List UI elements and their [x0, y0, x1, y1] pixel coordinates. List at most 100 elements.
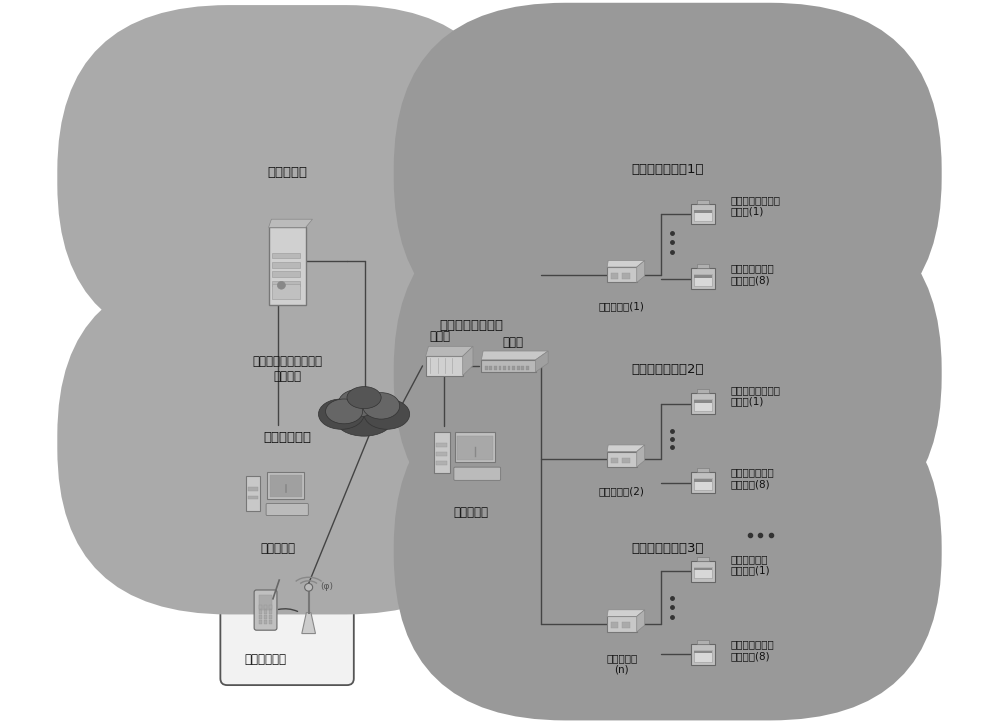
- Text: 蓄电池内阔数据
采集终端(8): 蓄电池内阔数据 采集终端(8): [730, 468, 774, 489]
- Bar: [611, 273, 618, 279]
- FancyBboxPatch shape: [394, 381, 942, 721]
- Bar: [503, 367, 506, 370]
- FancyBboxPatch shape: [557, 349, 779, 384]
- Bar: [489, 367, 492, 370]
- Bar: [694, 400, 712, 403]
- Bar: [436, 443, 447, 448]
- Text: 蓄电池内阔数据
采集终端(8): 蓄电池内阔数据 采集终端(8): [730, 264, 774, 285]
- Circle shape: [277, 282, 285, 290]
- Ellipse shape: [363, 393, 400, 419]
- Bar: [272, 262, 300, 268]
- Bar: [526, 367, 529, 370]
- Text: 数据集中器(2): 数据集中器(2): [599, 486, 645, 496]
- Text: 蓄电池内阔数
采集终端(1): 蓄电池内阔数 采集终端(1): [730, 554, 770, 575]
- Bar: [697, 264, 709, 268]
- Text: 个人计算机: 个人计算机: [260, 542, 295, 554]
- Bar: [611, 458, 618, 463]
- Bar: [697, 389, 709, 393]
- Polygon shape: [536, 351, 548, 372]
- FancyBboxPatch shape: [557, 528, 779, 562]
- FancyBboxPatch shape: [694, 567, 712, 578]
- Text: 蓄电池安放点（1）: 蓄电池安放点（1）: [631, 163, 704, 176]
- FancyBboxPatch shape: [397, 302, 545, 342]
- Text: 便携访问终端: 便携访问终端: [245, 653, 287, 666]
- FancyBboxPatch shape: [270, 475, 302, 497]
- Text: 蓄电池内阔数据采集中
心服务器: 蓄电池内阔数据采集中 心服务器: [252, 355, 322, 383]
- Polygon shape: [637, 610, 645, 632]
- Bar: [269, 620, 272, 624]
- FancyBboxPatch shape: [397, 308, 545, 534]
- Circle shape: [305, 583, 313, 591]
- Bar: [248, 487, 258, 491]
- Polygon shape: [481, 351, 548, 360]
- Ellipse shape: [318, 399, 364, 430]
- Bar: [264, 606, 267, 609]
- Text: 数据集中器(1): 数据集中器(1): [599, 301, 645, 311]
- Bar: [512, 367, 515, 370]
- Bar: [264, 610, 267, 614]
- FancyBboxPatch shape: [607, 617, 637, 632]
- Bar: [272, 284, 300, 299]
- FancyBboxPatch shape: [455, 432, 495, 463]
- Bar: [622, 273, 630, 279]
- FancyBboxPatch shape: [269, 227, 306, 305]
- Bar: [697, 640, 709, 644]
- FancyBboxPatch shape: [234, 158, 708, 500]
- Text: 路由器: 路由器: [429, 330, 450, 343]
- Bar: [259, 610, 262, 614]
- Bar: [611, 622, 618, 628]
- FancyBboxPatch shape: [691, 644, 715, 665]
- Bar: [622, 458, 630, 463]
- FancyBboxPatch shape: [607, 267, 637, 282]
- Ellipse shape: [364, 399, 410, 430]
- Text: 数据集中器
(n): 数据集中器 (n): [606, 653, 638, 674]
- FancyBboxPatch shape: [694, 479, 712, 490]
- FancyBboxPatch shape: [300, 230, 305, 302]
- Bar: [694, 210, 712, 213]
- Text: 蓄电池存放点（3）: 蓄电池存放点（3）: [631, 542, 704, 554]
- Text: 蓄电池内阔数据
采集终端(8): 蓄电池内阔数据 采集终端(8): [730, 639, 774, 661]
- Bar: [436, 461, 447, 465]
- Bar: [697, 469, 709, 472]
- Polygon shape: [607, 610, 645, 617]
- FancyBboxPatch shape: [691, 204, 715, 225]
- Bar: [269, 606, 272, 609]
- FancyBboxPatch shape: [254, 590, 277, 630]
- FancyBboxPatch shape: [557, 147, 779, 186]
- Ellipse shape: [336, 403, 393, 436]
- Bar: [264, 615, 267, 619]
- Bar: [521, 367, 524, 370]
- Text: 中心服务器: 中心服务器: [267, 166, 307, 179]
- FancyBboxPatch shape: [426, 356, 463, 375]
- FancyBboxPatch shape: [57, 5, 517, 350]
- Polygon shape: [426, 347, 473, 356]
- FancyBboxPatch shape: [267, 471, 304, 499]
- Text: (φ): (φ): [320, 582, 333, 591]
- Polygon shape: [463, 347, 473, 375]
- FancyBboxPatch shape: [691, 268, 715, 289]
- Polygon shape: [269, 219, 312, 227]
- Bar: [264, 620, 267, 624]
- FancyBboxPatch shape: [691, 393, 715, 414]
- FancyBboxPatch shape: [694, 399, 712, 411]
- Bar: [494, 367, 497, 370]
- FancyBboxPatch shape: [694, 274, 712, 286]
- Text: 信息管理中心机房: 信息管理中心机房: [439, 318, 503, 331]
- Bar: [272, 271, 300, 277]
- Bar: [248, 496, 258, 499]
- FancyBboxPatch shape: [691, 561, 715, 581]
- Text: 蓄电池内阔数据采
集终端(1): 蓄电池内阔数据采 集终端(1): [730, 195, 780, 217]
- Text: 蓄电池内阔数据采
集终端(1): 蓄电池内阔数据采 集终端(1): [730, 385, 780, 406]
- FancyBboxPatch shape: [694, 650, 712, 661]
- Bar: [269, 615, 272, 619]
- Bar: [272, 281, 300, 286]
- FancyBboxPatch shape: [457, 436, 493, 460]
- Bar: [272, 253, 300, 258]
- Text: 交换机: 交换机: [503, 336, 524, 349]
- Bar: [508, 367, 510, 370]
- Polygon shape: [607, 445, 645, 451]
- FancyBboxPatch shape: [481, 360, 536, 372]
- Ellipse shape: [347, 386, 381, 409]
- Polygon shape: [637, 445, 645, 467]
- Ellipse shape: [338, 389, 378, 417]
